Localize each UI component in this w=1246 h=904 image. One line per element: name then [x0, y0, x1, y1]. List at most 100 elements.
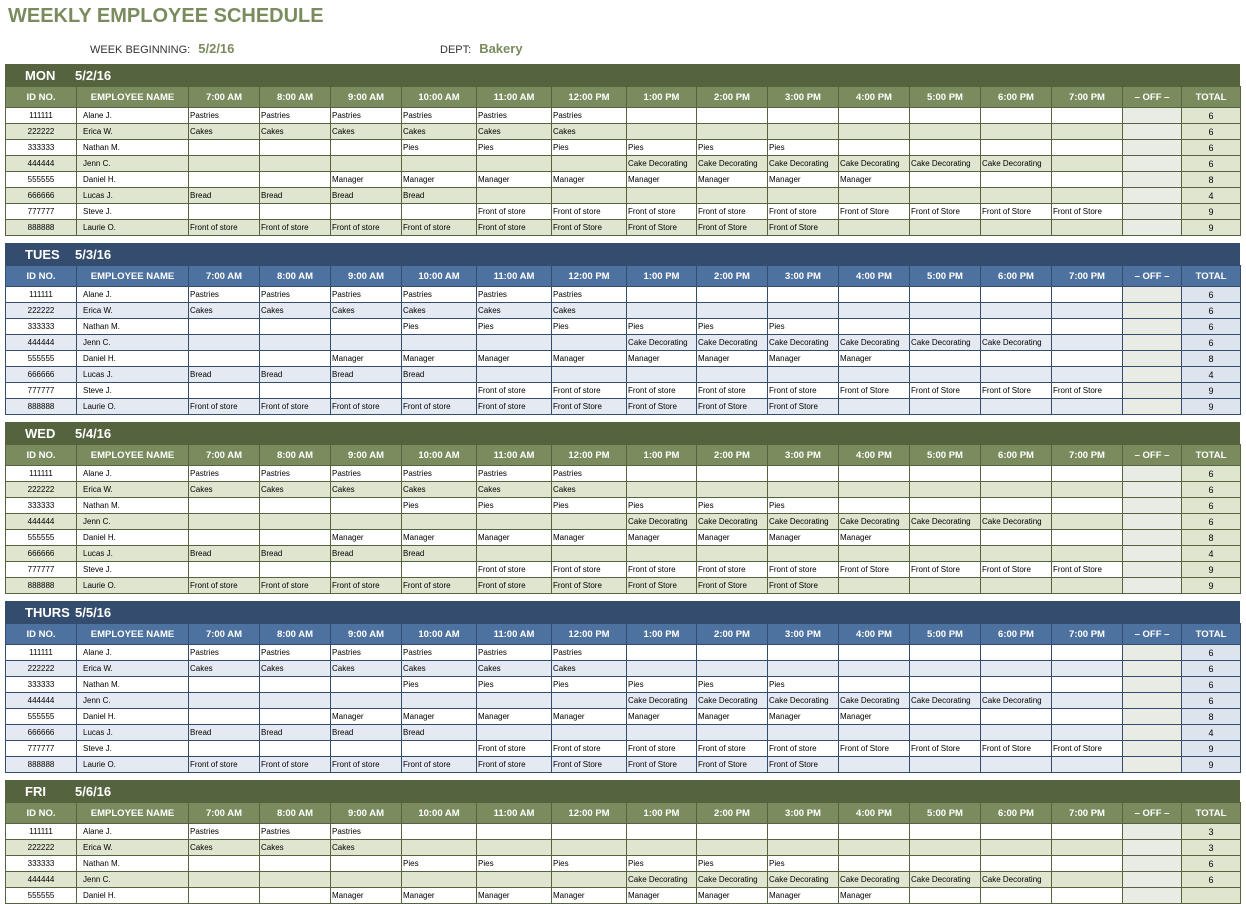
shift-cell[interactable]	[980, 676, 1052, 693]
shift-cell[interactable]: Pies	[696, 318, 768, 335]
shift-cell[interactable]	[330, 155, 402, 172]
shift-cell[interactable]: Front of store	[551, 382, 627, 399]
shift-cell[interactable]	[980, 887, 1052, 904]
shift-cell[interactable]	[401, 203, 477, 220]
shift-cell[interactable]	[909, 756, 981, 773]
shift-cell[interactable]: Cakes	[188, 481, 260, 498]
week-value[interactable]: 5/2/16	[198, 41, 235, 56]
shift-cell[interactable]	[838, 398, 910, 415]
employee-name[interactable]: Erica W.	[76, 123, 189, 140]
shift-cell[interactable]	[909, 660, 981, 677]
shift-cell[interactable]	[838, 481, 910, 498]
employee-id[interactable]: 333333	[5, 318, 77, 335]
shift-cell[interactable]: Front of Store	[696, 398, 768, 415]
employee-name[interactable]: Steve J.	[76, 561, 189, 578]
shift-cell[interactable]: Front of Store	[767, 756, 839, 773]
shift-cell[interactable]	[259, 171, 331, 188]
shift-cell[interactable]	[980, 366, 1052, 383]
shift-cell[interactable]: Cake Decorating	[696, 692, 768, 709]
shift-cell[interactable]: Manager	[767, 887, 839, 904]
shift-cell[interactable]: Pastries	[330, 465, 402, 482]
shift-cell[interactable]: Pastries	[259, 644, 331, 661]
employee-id[interactable]: 666666	[5, 545, 77, 562]
shift-cell[interactable]: Pies	[476, 855, 552, 872]
shift-cell[interactable]	[696, 366, 768, 383]
employee-id[interactable]: 111111	[5, 286, 77, 303]
shift-cell[interactable]	[626, 660, 697, 677]
shift-cell[interactable]	[696, 644, 768, 661]
shift-cell[interactable]: Cakes	[330, 660, 402, 677]
shift-cell[interactable]: Manager	[838, 887, 910, 904]
shift-cell[interactable]: Pies	[767, 497, 839, 514]
shift-cell[interactable]	[259, 350, 331, 367]
employee-id[interactable]: 555555	[5, 350, 77, 367]
shift-cell[interactable]: Cakes	[188, 660, 260, 677]
shift-cell[interactable]	[551, 724, 627, 741]
shift-cell[interactable]: Manager	[838, 708, 910, 725]
shift-cell[interactable]	[1051, 155, 1123, 172]
shift-cell[interactable]	[980, 708, 1052, 725]
shift-cell[interactable]	[838, 219, 910, 236]
shift-cell[interactable]: Front of store	[626, 561, 697, 578]
employee-name[interactable]: Daniel H.	[76, 708, 189, 725]
shift-cell[interactable]	[626, 187, 697, 204]
shift-cell[interactable]: Front of Store	[696, 756, 768, 773]
shift-cell[interactable]	[909, 644, 981, 661]
off-cell[interactable]	[1122, 660, 1182, 677]
shift-cell[interactable]: Front of Store	[909, 740, 981, 757]
employee-name[interactable]: Erica W.	[76, 302, 189, 319]
shift-cell[interactable]	[1051, 366, 1123, 383]
shift-cell[interactable]: Front of Store	[838, 382, 910, 399]
shift-cell[interactable]: Pies	[767, 318, 839, 335]
shift-cell[interactable]	[909, 398, 981, 415]
shift-cell[interactable]: Pies	[626, 497, 697, 514]
off-cell[interactable]	[1122, 887, 1182, 904]
shift-cell[interactable]: Pies	[696, 676, 768, 693]
employee-name[interactable]: Daniel H.	[76, 350, 189, 367]
shift-cell[interactable]	[980, 123, 1052, 140]
shift-cell[interactable]	[188, 871, 260, 888]
shift-cell[interactable]: Pastries	[330, 286, 402, 303]
off-cell[interactable]	[1122, 497, 1182, 514]
shift-cell[interactable]	[767, 286, 839, 303]
employee-id[interactable]: 222222	[5, 660, 77, 677]
shift-cell[interactable]	[330, 382, 402, 399]
shift-cell[interactable]	[1051, 644, 1123, 661]
shift-cell[interactable]: Cake Decorating	[626, 692, 697, 709]
employee-name[interactable]: Daniel H.	[76, 529, 189, 546]
shift-cell[interactable]	[909, 107, 981, 124]
off-cell[interactable]	[1122, 219, 1182, 236]
employee-name[interactable]: Jenn C.	[76, 334, 189, 351]
shift-cell[interactable]	[696, 107, 768, 124]
shift-cell[interactable]	[626, 644, 697, 661]
shift-cell[interactable]	[1051, 708, 1123, 725]
shift-cell[interactable]: Cakes	[401, 302, 477, 319]
shift-cell[interactable]: Front of Store	[980, 203, 1052, 220]
shift-cell[interactable]: Pies	[551, 676, 627, 693]
shift-cell[interactable]: Front of store	[551, 203, 627, 220]
shift-cell[interactable]	[696, 545, 768, 562]
shift-cell[interactable]: Manager	[767, 708, 839, 725]
shift-cell[interactable]	[188, 497, 260, 514]
shift-cell[interactable]	[696, 839, 768, 856]
shift-cell[interactable]: Bread	[401, 545, 477, 562]
shift-cell[interactable]	[980, 545, 1052, 562]
shift-cell[interactable]	[626, 123, 697, 140]
employee-id[interactable]: 666666	[5, 187, 77, 204]
shift-cell[interactable]	[1051, 481, 1123, 498]
shift-cell[interactable]: Front of store	[401, 219, 477, 236]
shift-cell[interactable]	[1051, 855, 1123, 872]
employee-id[interactable]: 777777	[5, 382, 77, 399]
employee-name[interactable]: Erica W.	[76, 481, 189, 498]
shift-cell[interactable]: Pastries	[188, 644, 260, 661]
shift-cell[interactable]	[838, 318, 910, 335]
shift-cell[interactable]	[696, 465, 768, 482]
off-cell[interactable]	[1122, 839, 1182, 856]
shift-cell[interactable]: Cakes	[188, 839, 260, 856]
shift-cell[interactable]	[1051, 302, 1123, 319]
shift-cell[interactable]	[980, 398, 1052, 415]
off-cell[interactable]	[1122, 823, 1182, 840]
shift-cell[interactable]	[476, 839, 552, 856]
shift-cell[interactable]	[1051, 676, 1123, 693]
shift-cell[interactable]	[259, 529, 331, 546]
